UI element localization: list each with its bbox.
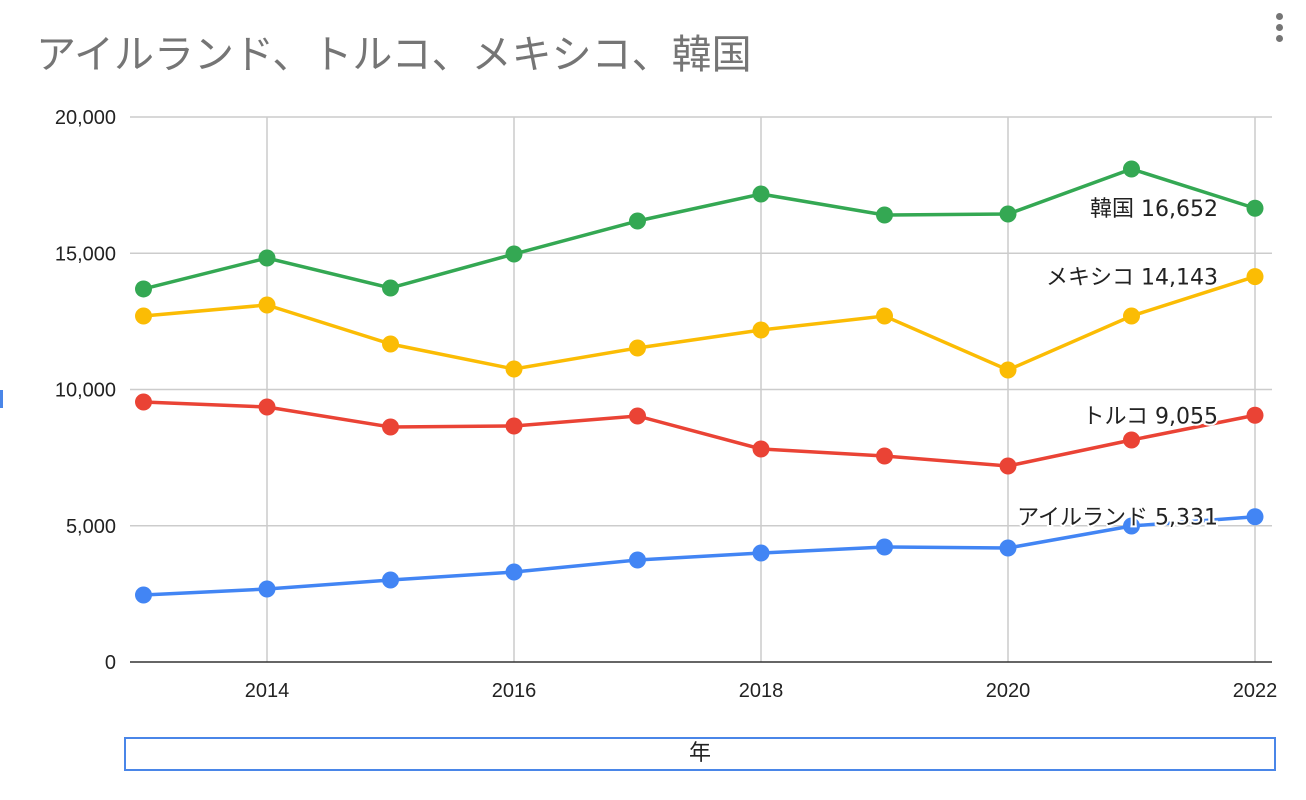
more-options-icon[interactable] — [1272, 10, 1286, 50]
series-line — [143, 514, 1256, 597]
x-tick-label: 2014 — [245, 680, 290, 702]
data-point — [135, 307, 152, 325]
y-tick-label: 5,000 — [66, 516, 116, 538]
data-point — [999, 361, 1017, 379]
data-point — [135, 393, 152, 411]
data-point — [135, 280, 152, 298]
x-tick-label: 2018 — [739, 680, 784, 702]
data-point — [629, 339, 646, 357]
series-end-label: アイルランド 5,331 — [1017, 506, 1218, 531]
x-tick-label: 2016 — [492, 680, 537, 702]
series-end-label: 韓国 16,652 — [1090, 197, 1218, 222]
data-point — [505, 360, 523, 378]
data-point — [876, 447, 893, 465]
selection-marker — [0, 390, 3, 408]
data-point — [752, 544, 770, 562]
data-point — [505, 563, 523, 581]
series-line — [143, 167, 1256, 291]
x-tick-label: 2020 — [986, 680, 1031, 702]
data-point — [876, 538, 893, 556]
data-point — [999, 457, 1017, 475]
series-line — [143, 400, 1256, 468]
data-point — [1123, 517, 1140, 535]
data-point — [258, 580, 276, 598]
data-point — [629, 407, 646, 425]
data-point — [258, 398, 276, 416]
data-point — [752, 185, 770, 203]
data-point — [876, 307, 893, 325]
data-point — [382, 335, 399, 353]
chart-title: アイルランド、トルコ、メキシコ、韓国 — [36, 32, 752, 78]
y-tick-label: 20,000 — [55, 107, 116, 129]
data-point — [752, 321, 770, 339]
data-point — [1246, 199, 1264, 217]
series-line — [143, 274, 1256, 372]
data-point — [1246, 268, 1264, 286]
data-point — [629, 551, 646, 569]
data-point — [382, 571, 399, 589]
data-point — [752, 440, 770, 458]
data-point — [1123, 307, 1140, 325]
y-tick-label: 15,000 — [55, 243, 116, 265]
data-point — [258, 296, 276, 314]
data-point — [629, 212, 646, 230]
series-end-label: メキシコ 14,143 — [1046, 266, 1218, 291]
data-point — [999, 205, 1017, 223]
data-point — [135, 586, 152, 604]
data-point — [1123, 431, 1140, 449]
data-point — [258, 249, 276, 267]
x-axis-title[interactable]: 年 — [124, 737, 1276, 771]
data-point — [876, 206, 893, 224]
data-point — [1246, 406, 1264, 424]
data-point — [1246, 508, 1264, 526]
data-point — [382, 418, 399, 436]
y-tick-label: 0 — [105, 652, 116, 674]
data-point — [505, 245, 523, 263]
x-tick-label: 2022 — [1233, 680, 1278, 702]
data-point — [999, 539, 1017, 557]
data-point — [505, 417, 523, 435]
series-end-label: トルコ 9,055 — [1082, 404, 1218, 429]
data-point — [1123, 160, 1140, 178]
y-tick-label: 10,000 — [55, 380, 116, 402]
data-point — [382, 279, 399, 297]
